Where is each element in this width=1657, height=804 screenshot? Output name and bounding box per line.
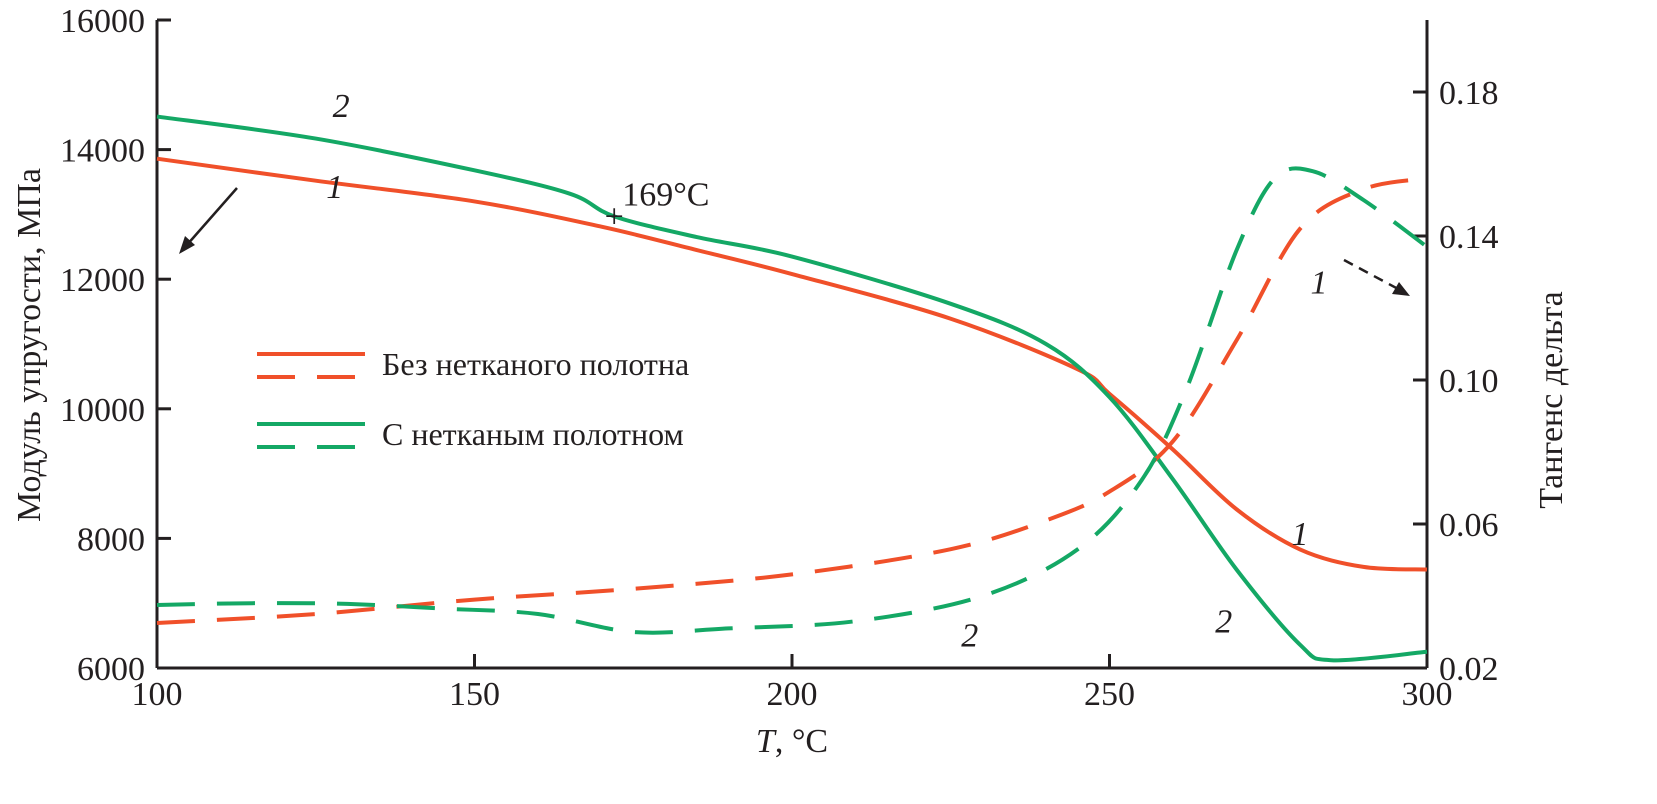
series-line-3	[156, 166, 1429, 635]
curve-label: 2	[333, 88, 350, 125]
y-tick-label: 12000	[60, 262, 145, 299]
x-tick-label: 100	[132, 676, 183, 713]
series-line-1	[156, 114, 1428, 663]
arrow-left-axis-head	[179, 236, 195, 254]
x-axis-title: T, °C	[756, 723, 828, 760]
series-line-2	[156, 176, 1428, 625]
legend: Без нетканого полотна С нетканым полотно…	[257, 346, 689, 452]
arrow-right-axis-head	[1392, 282, 1410, 296]
arrow-left-axis	[185, 187, 238, 247]
x-tick-label: 300	[1402, 676, 1453, 713]
y2-tick-label: 0.06	[1439, 507, 1499, 544]
y-tick-label: 6000	[77, 651, 145, 688]
x-tick-label: 250	[1084, 676, 1135, 713]
curve-label: 1	[1311, 265, 1328, 302]
y-axis-title: Модуль упругости, МПа	[11, 168, 48, 522]
legend-label-without: Без нетканого полотна	[382, 346, 689, 382]
y-tick-label: 8000	[77, 521, 145, 558]
series-line-0	[156, 156, 1428, 572]
y-tick-label: 14000	[60, 133, 145, 170]
y2-tick-label: 0.14	[1439, 219, 1499, 256]
x-axis-title-unit: , °C	[775, 723, 828, 760]
arrow-right-axis	[1343, 258, 1401, 292]
y-tick-label: 16000	[60, 3, 145, 40]
curve-label: 1	[1292, 516, 1309, 553]
y2-tick-label: 0.02	[1439, 651, 1499, 688]
y-tick-label: 10000	[60, 392, 145, 429]
legend-label-with: С нетканым полотном	[382, 416, 684, 452]
y2-tick-label: 0.10	[1439, 363, 1499, 400]
x-axis-title-var: T	[756, 723, 777, 760]
y2-tick-label: 0.18	[1439, 75, 1499, 112]
curve-label: 2	[961, 617, 978, 654]
x-tick-label: 200	[767, 676, 818, 713]
x-tick-label: 150	[449, 676, 500, 713]
curve-label: 2	[1215, 603, 1232, 640]
y2-axis-title: Тангенс дельта	[1533, 291, 1570, 509]
curve-label: 1	[326, 169, 343, 206]
annotation-marker: +	[605, 199, 624, 236]
annotation-label: 169°C	[622, 177, 709, 214]
